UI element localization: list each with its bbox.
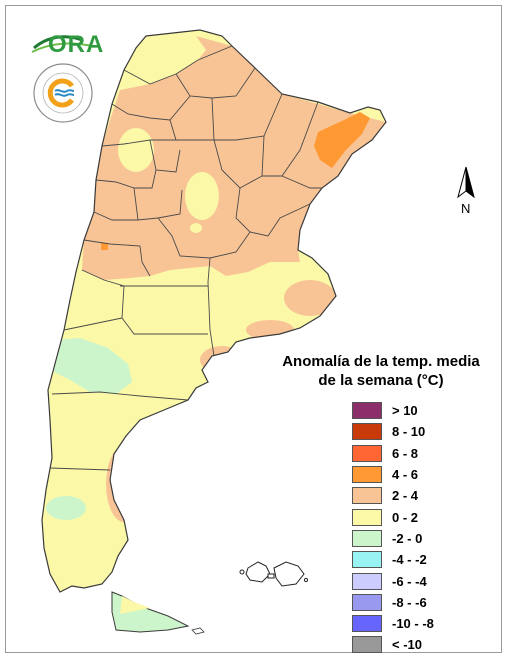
- province-borders: [49, 45, 322, 471]
- legend-item: -4 - -2: [352, 549, 486, 570]
- legend-swatch: [352, 402, 382, 420]
- ora-swoosh-icon: [31, 35, 93, 53]
- legend-item: 2 - 4: [352, 485, 486, 506]
- legend-item: -10 - -8: [352, 613, 486, 634]
- legend-swatch: [352, 636, 382, 654]
- smn-seal: [32, 62, 94, 124]
- smn-seal-icon: [33, 63, 93, 123]
- legend-label: 8 - 10: [392, 424, 426, 440]
- legend-label: 2 - 4: [392, 488, 419, 504]
- legend-item: 0 - 2: [352, 506, 486, 527]
- legend-item: -2 - 0: [352, 528, 486, 549]
- tierra-del-fuego-north: [120, 596, 150, 614]
- legend-item: > 10: [352, 400, 486, 421]
- legend-swatch: [352, 551, 382, 569]
- legend-label: -4 - -2: [392, 552, 427, 568]
- malvinas-islands: [239, 561, 309, 587]
- legend-item: -8 - -6: [352, 592, 486, 613]
- anomaly-fields: [46, 36, 386, 522]
- legend-item: < -10: [352, 634, 486, 655]
- legend-label: 6 - 8: [392, 445, 419, 461]
- legend-label: < -10: [392, 637, 422, 653]
- legend-title-line2: de la semana (°C): [318, 372, 444, 389]
- legend: Anomalía de la temp. media de la semana …: [276, 352, 486, 656]
- legend-swatch: [352, 508, 382, 526]
- legend-swatch: [352, 529, 382, 547]
- north-arrow-icon: [457, 166, 475, 199]
- legend-swatch: [352, 487, 382, 505]
- ora-logo-text: ORA: [48, 31, 105, 58]
- isla-de-los-estados: [191, 627, 205, 635]
- legend-label: -2 - 0: [392, 530, 423, 546]
- map-frame: [5, 5, 502, 653]
- legend-label: 4 - 6: [392, 467, 419, 483]
- legend-title-line1: Anomalía de la temp. media: [282, 353, 480, 370]
- legend-swatch: [352, 444, 382, 462]
- legend-label: 0 - 2: [392, 509, 419, 525]
- legend-item: 4 - 6: [352, 464, 486, 485]
- legend-swatch: [352, 615, 382, 633]
- legend-list: > 10 8 - 10 6 - 8 4 - 6 2 - 4 0 - 2 -2 -…: [352, 400, 486, 656]
- legend-swatch: [352, 572, 382, 590]
- legend-label: -6 - -4: [392, 573, 427, 589]
- legend-swatch: [352, 593, 382, 611]
- ora-logo: ORA: [30, 28, 103, 58]
- legend-label: -10 - -8: [392, 616, 434, 632]
- legend-item: -6 - -4: [352, 570, 486, 591]
- legend-item: 6 - 8: [352, 443, 486, 464]
- legend-label: -8 - -6: [392, 594, 427, 610]
- legend-swatch: [352, 423, 382, 441]
- north-arrow: N: [452, 165, 482, 220]
- legend-label: > 10: [392, 403, 418, 419]
- legend-item: 8 - 10: [352, 421, 486, 442]
- legend-swatch: [352, 466, 382, 484]
- north-label: N: [461, 201, 471, 216]
